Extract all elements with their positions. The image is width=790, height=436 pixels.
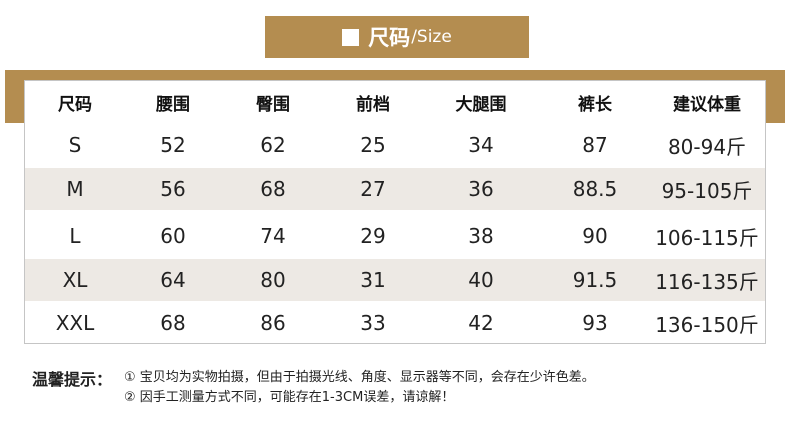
cell-weight: 116-135斤 (655, 269, 759, 294)
square-icon (342, 28, 360, 46)
notes-title: 温馨提示： (32, 370, 113, 389)
header-hip: 臀围 (256, 94, 290, 115)
cell-length: 91.5 (572, 268, 618, 292)
size-table: 尺码 腰围 臀围 前档 大腿围 裤长 建议体重 S 52 62 25 34 87… (24, 80, 766, 344)
cell-waist: 52 (160, 133, 186, 157)
cell-hip: 68 (260, 177, 286, 201)
table-row: S 52 62 25 34 87 80-94斤 (25, 123, 765, 167)
section-title: 尺码 (368, 26, 411, 50)
cell-size: XL (62, 268, 88, 292)
cell-length: 93 (582, 311, 608, 335)
cell-size: M (66, 177, 84, 201)
cell-hip: 74 (260, 224, 286, 248)
cell-weight: 95-105斤 (661, 178, 753, 203)
header-waist: 腰围 (156, 94, 190, 115)
cell-front-rise: 27 (360, 177, 386, 201)
header-weight: 建议体重 (673, 94, 741, 115)
cell-waist: 60 (160, 224, 186, 248)
cell-thigh: 40 (468, 268, 494, 292)
cell-thigh: 42 (468, 311, 494, 335)
cell-length: 88.5 (572, 177, 618, 201)
cell-weight: 80-94斤 (667, 134, 747, 159)
table-row: XL 64 80 31 40 91.5 116-135斤 (25, 259, 765, 301)
table-row: XXL 68 86 33 42 93 136-150斤 (25, 303, 765, 343)
cell-waist: 68 (160, 311, 186, 335)
cell-front-rise: 31 (360, 268, 386, 292)
cell-length: 90 (582, 224, 608, 248)
cell-front-rise: 25 (360, 133, 386, 157)
cell-thigh: 36 (468, 177, 494, 201)
cell-thigh: 38 (468, 224, 494, 248)
table-row: M 56 68 27 36 88.5 95-105斤 (25, 168, 765, 210)
cell-weight: 106-115斤 (655, 225, 759, 250)
note-item: ② 因手工测量方式不同，可能存在1-3CM误差，请谅解！ (124, 390, 455, 405)
header-front-rise: 前档 (356, 94, 390, 115)
cell-weight: 136-150斤 (655, 312, 759, 337)
cell-waist: 64 (160, 268, 186, 292)
cell-front-rise: 33 (360, 311, 386, 335)
table-row: L 60 74 29 38 90 106-115斤 (25, 214, 765, 258)
header-length: 裤长 (578, 94, 612, 115)
section-subtitle: /Size (411, 27, 452, 47)
table-header-row: 尺码 腰围 臀围 前档 大腿围 裤长 建议体重 (25, 81, 765, 123)
section-title-banner: 尺码 /Size (265, 16, 529, 58)
cell-length: 87 (582, 133, 608, 157)
cell-hip: 80 (260, 268, 286, 292)
cell-hip: 86 (260, 311, 286, 335)
cell-size: S (68, 133, 82, 157)
cell-thigh: 34 (468, 133, 494, 157)
cell-size: XXL (55, 311, 95, 335)
cell-waist: 56 (160, 177, 186, 201)
header-thigh: 大腿围 (455, 94, 507, 115)
cell-front-rise: 29 (360, 224, 386, 248)
header-size: 尺码 (58, 94, 92, 115)
note-item: ① 宝贝均为实物拍摄，但由于拍摄光线、角度、显示器等不同，会存在少许色差。 (124, 370, 595, 385)
cell-hip: 62 (260, 133, 286, 157)
cell-size: L (69, 224, 81, 248)
